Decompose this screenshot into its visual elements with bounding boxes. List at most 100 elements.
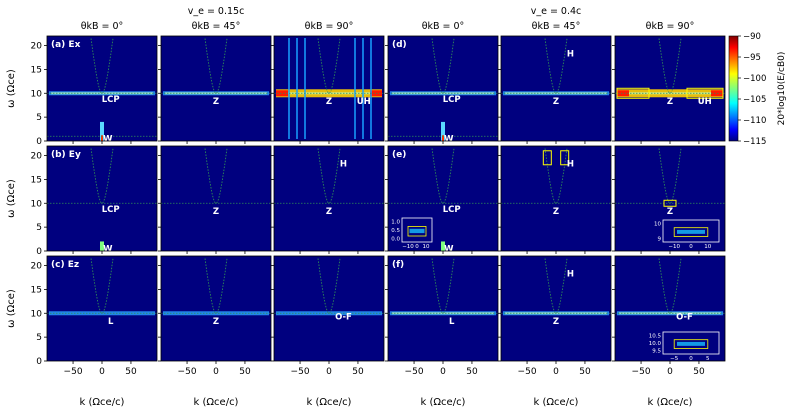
- whistler-core: [442, 135, 444, 141]
- inset-e6: −10 0 10 9 10: [654, 219, 720, 250]
- inset-e1: −10 0 10 0.0 0.5 1.0: [391, 217, 433, 250]
- x-tick-label: 50: [579, 367, 591, 377]
- x-tick-label: 50: [693, 367, 705, 377]
- panel-background: [47, 256, 157, 361]
- mode-label: W: [444, 135, 454, 145]
- light-dispersion-curve: [317, 258, 341, 314]
- panel-background: [47, 146, 157, 251]
- y-tick-label: 20: [31, 42, 43, 52]
- group-title: v_e = 0.4c: [531, 6, 582, 17]
- vertical-stripe: [288, 38, 290, 139]
- panel: Z: [160, 145, 272, 252]
- inset-y-tick-label: 1.0: [391, 220, 400, 226]
- vertical-stripe: [304, 38, 306, 139]
- x-tick-label: −50: [291, 367, 310, 377]
- colorbar-tick-label: −105: [743, 95, 766, 105]
- panel-background: [388, 256, 498, 361]
- x-tick-label: 0: [326, 367, 332, 377]
- panel: (b) Ey LCP W: [46, 145, 158, 255]
- column-title: θkB = 0°: [81, 21, 124, 32]
- inset-y-tick-label: 10.5: [649, 333, 662, 339]
- y-tick-label: 20: [31, 262, 43, 272]
- y-tick-label: 0: [36, 137, 42, 147]
- panel: (d) LCP W: [387, 35, 499, 145]
- light-dispersion-curve: [90, 148, 114, 204]
- panel-label: (c) Ez: [51, 260, 79, 270]
- inset-x-tick-label: 0: [689, 244, 693, 250]
- y-tick-label: 15: [31, 175, 42, 185]
- panel-background: [274, 256, 384, 361]
- panel-background: [501, 146, 611, 251]
- mode-label: LCP: [443, 205, 461, 215]
- panel-background: [501, 256, 611, 361]
- panel-label: (e): [392, 150, 406, 160]
- inset-feature: [677, 341, 705, 346]
- light-dispersion-curve: [658, 38, 682, 94]
- highlight-box: [560, 150, 570, 166]
- colorbar-tick-label: −95: [743, 53, 761, 63]
- mode-label: H: [567, 270, 574, 280]
- hotspot: [617, 90, 629, 97]
- light-dispersion-curve: [90, 38, 114, 94]
- y-tick-label: 0: [36, 247, 42, 257]
- column-title: θkB = 90°: [646, 21, 695, 32]
- column-title: θkB = 90°: [305, 21, 354, 32]
- mode-label: Z: [213, 97, 219, 107]
- inset-x-tick-label: 0: [689, 356, 693, 362]
- panel-background: [161, 36, 271, 141]
- panel-label: (f): [392, 260, 404, 270]
- panel: Z: [160, 255, 272, 362]
- panel-background: [161, 256, 271, 361]
- y-tick-label: 5: [36, 113, 42, 123]
- x-tick-label: 0: [213, 367, 219, 377]
- light-dispersion-curve: [431, 38, 455, 94]
- mode-label: W: [103, 135, 113, 145]
- colorbar-tick-label: −100: [743, 74, 766, 84]
- inset-feature: [677, 229, 705, 234]
- mode-label: Z: [326, 97, 332, 107]
- mode-label: W: [444, 245, 454, 255]
- light-dispersion-curve: [658, 258, 682, 314]
- inset-x-tick-label: 10: [423, 244, 430, 250]
- x-axis-label: k (Ωce/c): [534, 397, 579, 408]
- inset-y-tick-label: 9: [658, 237, 662, 243]
- inset-feature: [409, 228, 425, 234]
- light-dispersion-curve: [317, 38, 341, 94]
- light-dispersion-curve: [204, 38, 228, 94]
- panel: (f) L: [387, 255, 499, 362]
- highlight-box: [616, 87, 650, 99]
- inset-highlight: [673, 339, 709, 349]
- inset-x-tick-label: 10: [704, 244, 711, 250]
- mode-label: LCP: [102, 205, 120, 215]
- inset-x-tick-label: 0: [415, 244, 419, 250]
- light-dispersion-curve: [204, 258, 228, 314]
- inset-highlight: [673, 227, 709, 237]
- light-dispersion-curve: [90, 258, 114, 314]
- colorbar-gradient: [728, 35, 739, 142]
- panel-label: (d): [392, 40, 407, 50]
- panel-background: [501, 36, 611, 141]
- panel-background: [161, 146, 271, 251]
- x-tick-label: −50: [518, 367, 537, 377]
- colorbar-label: 20*log10(E/cB0): [777, 52, 787, 126]
- mode-label: O-F: [676, 313, 693, 323]
- x-tick-label: 0: [99, 367, 105, 377]
- hotspot: [276, 90, 288, 97]
- highlight-box: [686, 87, 724, 99]
- titles: v_e = 0.15c v_e = 0.4c θkB = 0° θkB = 45° θk…: [81, 6, 695, 32]
- whistler-feature: [441, 241, 445, 251]
- y-tick-label: 10: [31, 199, 43, 209]
- y-tick-label: 0: [36, 357, 42, 367]
- inset-y-tick-label: 10.0: [649, 341, 662, 347]
- light-dispersion-curve: [658, 148, 682, 204]
- highlight-box: [663, 199, 677, 207]
- x-tick-label: 50: [352, 367, 364, 377]
- light-dispersion-curve: [431, 258, 455, 314]
- x-tick-label: 0: [667, 367, 673, 377]
- inset-f6: −5 0 5 9.5 10.0 10.5: [649, 331, 720, 362]
- light-dispersion-curve: [204, 148, 228, 204]
- panel: HZ: [500, 145, 612, 252]
- panel-background: [274, 36, 384, 141]
- mode-label: H: [567, 160, 574, 170]
